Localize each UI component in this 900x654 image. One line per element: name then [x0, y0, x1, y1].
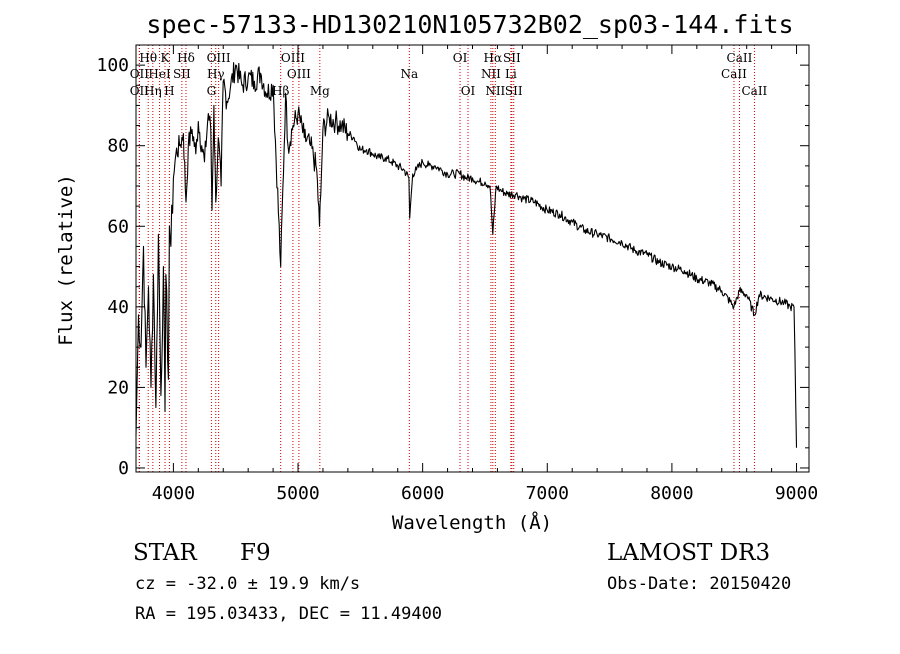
spectral-line-label: OI: [453, 51, 468, 65]
spectral-line-label: OIII: [207, 51, 231, 65]
chart-title: spec-57133-HD130210N105732B02_sp03-144.f…: [146, 10, 793, 39]
spectral-line-label: SII: [505, 84, 523, 98]
object-class: STAR: [133, 540, 197, 566]
spectral-line-label: K: [161, 51, 171, 65]
y-tick-label: 0: [118, 458, 129, 479]
spectral-line-label: CaII: [721, 67, 747, 81]
x-axis-label: Wavelength (Å): [392, 511, 552, 534]
spectral-line-label: Li: [505, 67, 517, 81]
y-tick-label: 20: [107, 377, 129, 398]
spectral-line-label: OII: [130, 84, 150, 98]
spectral-line-label: G: [207, 84, 217, 98]
x-tick-label: 4000: [152, 483, 195, 504]
survey-name: LAMOST DR3: [607, 540, 770, 566]
spectral-line-label: SII: [173, 67, 191, 81]
coordinates: RA = 195.03433, DEC = 11.49400: [135, 604, 442, 624]
spectral-line-label: HeI: [148, 67, 171, 81]
x-axis-ticks: 4000 5000 6000 7000 8000 9000: [152, 45, 818, 504]
spectral-line-label: OIII: [281, 51, 305, 65]
flux-line: [135, 62, 798, 448]
spectral-line-label: OI: [461, 84, 476, 98]
spectrum-series: [135, 62, 798, 448]
y-axis-label: Flux (relative): [55, 174, 77, 346]
spectral-line-label: CaII: [741, 84, 767, 98]
x-tick-label: 9000: [775, 483, 818, 504]
spectral-line-label: Mg: [310, 84, 330, 98]
spectral-line-label: Na: [400, 67, 418, 81]
x-tick-label: 5000: [276, 483, 319, 504]
redshift-value: cz = -32.0 ± 19.9 km/s: [135, 574, 360, 594]
spectral-line-markers: [138, 45, 755, 472]
x-tick-label: 8000: [650, 483, 693, 504]
spectral-line-label: NII: [481, 67, 501, 81]
observation-date: Obs-Date: 20150420: [607, 574, 791, 594]
object-subclass: F9: [240, 540, 271, 566]
y-tick-label: 40: [107, 297, 129, 318]
y-tick-label: 60: [107, 216, 129, 237]
spectral-line-labels: Hθ OII OII K HeI Hη Hδ SII H OIII Hγ G OIII OIII Hβ Mg N…: [130, 51, 768, 98]
spectral-line-label: SII: [503, 51, 521, 65]
x-tick-label: 7000: [526, 483, 569, 504]
spectral-line-label: H: [164, 84, 174, 98]
spectral-line-label: Hη: [144, 84, 162, 98]
spectral-line-label: Hδ: [177, 51, 195, 65]
y-axis-ticks: 0 20 40 60 80 100: [96, 55, 809, 479]
spectral-line-label: Hγ: [207, 67, 225, 81]
y-tick-label: 100: [96, 55, 129, 76]
spectral-line-label: Hα: [484, 51, 503, 65]
y-tick-label: 80: [107, 136, 129, 157]
spectral-line-label: NII: [485, 84, 505, 98]
plot-frame: [135, 44, 810, 473]
spectral-line-label: CaII: [727, 51, 753, 65]
spectral-line-label: OIII: [287, 67, 311, 81]
x-tick-label: 6000: [401, 483, 444, 504]
spectral-line-label: Hθ: [139, 51, 157, 65]
spectral-line-label: Hβ: [272, 84, 289, 98]
spectral-line-label: OII: [130, 67, 150, 81]
